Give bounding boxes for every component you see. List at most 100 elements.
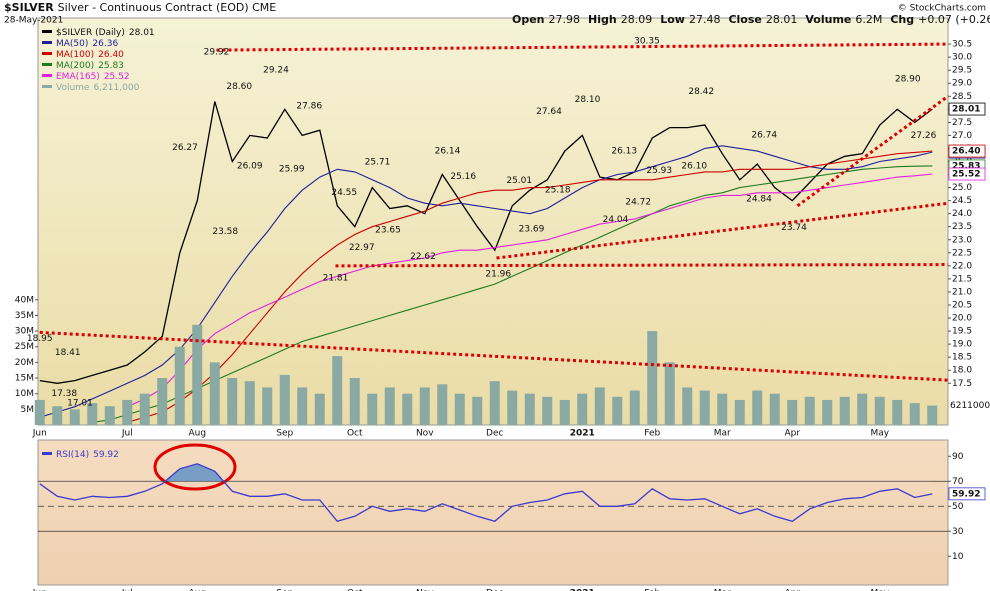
y2-tick-label: 25M xyxy=(15,342,34,352)
x-tick-label: Nov xyxy=(416,589,434,591)
value-box-label: 59.92 xyxy=(952,489,980,499)
price-label: 17.38 xyxy=(51,389,77,399)
value-box-label: 25.83 xyxy=(952,161,980,171)
price-label: 22.62 xyxy=(410,252,436,262)
x-tick-label: Mar xyxy=(714,429,731,439)
volume-bar xyxy=(734,399,745,425)
legend-value: 25.52 xyxy=(104,72,130,82)
volume-bar xyxy=(157,378,168,425)
legend-name: RSI(14) xyxy=(56,450,89,460)
price-label: 23.69 xyxy=(519,224,545,234)
volume-bar xyxy=(594,387,605,425)
price-label: 29.92 xyxy=(204,48,230,58)
legend-value: 6,211,000 xyxy=(93,83,139,93)
x-tick-label: 2021 xyxy=(570,589,595,591)
price-label: 26.09 xyxy=(237,162,263,172)
price-label: 24.55 xyxy=(331,188,357,198)
quote-label: Close xyxy=(728,13,761,26)
price-label: 28.10 xyxy=(575,95,601,105)
price-label: 27.64 xyxy=(536,107,562,117)
volume-bar xyxy=(69,409,80,425)
price-label: 28.90 xyxy=(895,74,921,84)
legend-swatch xyxy=(42,41,52,44)
volume-bar xyxy=(402,393,413,425)
y-tick-label: 90 xyxy=(952,452,964,462)
volume-last: 6211000 xyxy=(950,401,990,411)
volume-bar xyxy=(297,387,308,425)
price-label: 27.26 xyxy=(911,131,937,141)
title-text: Silver - Continuous Contract (EOD) CME xyxy=(58,1,277,14)
value-box-label: 28.01 xyxy=(952,105,980,115)
volume-bar xyxy=(472,396,483,425)
legend-name: EMA(165) xyxy=(56,72,100,82)
y-tick-label: 19.5 xyxy=(952,327,972,337)
highlight-ellipse xyxy=(153,443,237,491)
y-tick-label: 29.5 xyxy=(952,66,972,76)
y-tick-label: 30 xyxy=(952,527,964,537)
y-tick-label: 19.0 xyxy=(952,340,972,350)
legend-value: 26.36 xyxy=(92,39,118,49)
quote-label: Chg xyxy=(890,13,914,26)
x-tick-label: Sep xyxy=(276,429,293,439)
legend-entry: MA(50) 26.36 xyxy=(56,39,118,49)
y2-tick-label: 40M xyxy=(15,295,34,305)
volume-bar xyxy=(822,399,833,425)
quote-value: 28.09 xyxy=(621,13,653,26)
volume-bar xyxy=(612,396,623,425)
volume-bar xyxy=(52,406,63,425)
series-line xyxy=(127,173,933,408)
price-label: 25.01 xyxy=(506,176,532,186)
legend-name: MA(50) xyxy=(56,39,88,49)
price-label: 21.96 xyxy=(485,269,511,279)
y-tick-label: 20.5 xyxy=(952,300,972,310)
y-tick-label: 27.0 xyxy=(952,131,972,141)
x-tick-label: Feb xyxy=(644,589,660,591)
x-tick-label: Nov xyxy=(416,429,434,439)
volume-bar xyxy=(122,399,133,425)
volume-bar xyxy=(174,346,185,425)
volume-bar xyxy=(209,362,220,425)
y-tick-label: 17.5 xyxy=(952,379,972,389)
price-label: 25.99 xyxy=(279,164,305,174)
legend-entry: Volume 6,211,000 xyxy=(56,83,140,93)
legend-name: $SILVER (Daily) xyxy=(56,28,125,38)
volume-bar xyxy=(87,403,98,425)
volume-bar xyxy=(419,387,430,425)
price-label: 22.97 xyxy=(349,243,375,253)
legend-value: 28.01 xyxy=(129,28,155,38)
legend-entry: MA(100) 26.40 xyxy=(56,50,124,60)
y-tick-label: 30.0 xyxy=(952,53,972,63)
volume-bar xyxy=(244,381,255,425)
price-label: 24.04 xyxy=(603,215,629,225)
x-tick-label: Jun xyxy=(32,589,47,591)
volume-bar xyxy=(717,393,728,425)
price-label: 23.58 xyxy=(212,227,238,237)
rsi-panel xyxy=(37,439,949,586)
price-label: 23.74 xyxy=(781,223,807,233)
volume-bar xyxy=(507,390,518,425)
legend-value: 25.83 xyxy=(98,61,124,71)
price-label: 26.27 xyxy=(172,143,198,153)
y-tick-label: 24.0 xyxy=(952,209,972,219)
quote-label: Open xyxy=(512,13,545,26)
legend-swatch xyxy=(42,52,52,55)
legend-entry: EMA(165) 25.52 xyxy=(56,72,130,82)
y-tick-label: 29.0 xyxy=(952,79,972,89)
value-box-label: 25.52 xyxy=(952,170,980,180)
trendline xyxy=(335,263,949,268)
quote-label: High xyxy=(588,13,617,26)
y-tick-label: 23.5 xyxy=(952,222,972,232)
x-tick-label: Aug xyxy=(188,589,206,591)
y-tick-label: 23.0 xyxy=(952,235,972,245)
price-label: 23.65 xyxy=(375,225,401,235)
trendline xyxy=(796,95,949,208)
price-label: 28.60 xyxy=(226,82,252,92)
trendline xyxy=(39,330,949,382)
y-tick-label: 30.5 xyxy=(952,40,972,50)
legend-entry: $SILVER (Daily) 28.01 xyxy=(56,28,155,38)
series-line xyxy=(39,101,933,384)
y2-tick-label: 20M xyxy=(15,358,34,368)
volume-bar xyxy=(787,399,798,425)
series-line xyxy=(127,150,933,423)
volume-bar xyxy=(559,399,570,425)
